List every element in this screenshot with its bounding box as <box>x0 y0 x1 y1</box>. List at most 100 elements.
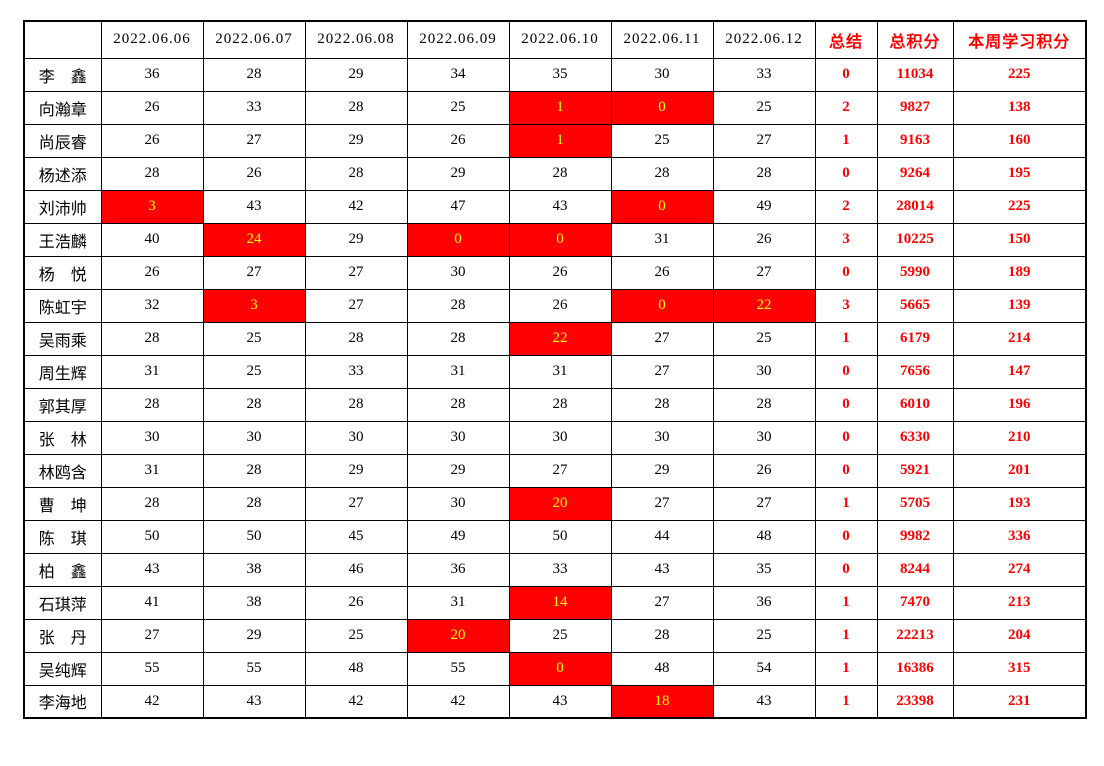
week-points-cell[interactable]: 315 <box>952 651 1087 686</box>
total-points-cell[interactable]: 5921 <box>876 453 954 488</box>
day-cell[interactable]: 27 <box>202 123 306 158</box>
summary-cell[interactable]: 0 <box>814 519 878 554</box>
student-name-cell[interactable]: 陈 琪 <box>23 519 102 554</box>
day-cell[interactable]: 33 <box>712 57 816 92</box>
day-cell[interactable]: 25 <box>712 618 816 653</box>
student-name-cell[interactable]: 柏 鑫 <box>23 552 102 587</box>
day-cell[interactable]: 28 <box>304 321 408 356</box>
student-name-cell[interactable]: 周生辉 <box>23 354 102 389</box>
summary-cell[interactable]: 2 <box>814 90 878 125</box>
day-cell[interactable]: 31 <box>100 354 204 389</box>
date-header-5[interactable]: 2022.06.11 <box>610 20 714 59</box>
day-cell[interactable]: 33 <box>202 90 306 125</box>
day-cell[interactable]: 28 <box>304 156 408 191</box>
total-points-cell[interactable]: 23398 <box>876 684 954 719</box>
day-cell[interactable]: 25 <box>304 618 408 653</box>
day-cell[interactable]: 43 <box>202 684 306 719</box>
summary-cell[interactable]: 1 <box>814 585 878 620</box>
day-cell[interactable]: 26 <box>508 255 612 290</box>
day-cell[interactable]: 55 <box>100 651 204 686</box>
day-cell[interactable]: 38 <box>202 552 306 587</box>
day-cell[interactable]: 30 <box>202 420 306 455</box>
day-cell[interactable]: 26 <box>304 585 408 620</box>
day-cell[interactable]: 30 <box>406 486 510 521</box>
day-cell[interactable]: 20 <box>508 486 612 521</box>
summary-cell[interactable]: 2 <box>814 189 878 224</box>
summary-cell[interactable]: 1 <box>814 321 878 356</box>
day-cell[interactable]: 28 <box>406 288 510 323</box>
day-cell[interactable]: 27 <box>610 585 714 620</box>
day-cell[interactable]: 47 <box>406 189 510 224</box>
date-header-3[interactable]: 2022.06.09 <box>406 20 510 59</box>
day-cell[interactable]: 31 <box>406 354 510 389</box>
day-cell[interactable]: 43 <box>202 189 306 224</box>
day-cell[interactable]: 1 <box>508 90 612 125</box>
day-cell[interactable]: 43 <box>508 684 612 719</box>
summary-cell[interactable]: 1 <box>814 618 878 653</box>
day-cell[interactable]: 28 <box>100 387 204 422</box>
day-cell[interactable]: 27 <box>610 321 714 356</box>
day-cell[interactable]: 32 <box>100 288 204 323</box>
summary-cell[interactable]: 0 <box>814 552 878 587</box>
total-points-cell[interactable]: 5705 <box>876 486 954 521</box>
day-cell[interactable]: 22 <box>712 288 816 323</box>
student-name-cell[interactable]: 石琪萍 <box>23 585 102 620</box>
day-cell[interactable]: 27 <box>304 255 408 290</box>
day-cell[interactable]: 30 <box>100 420 204 455</box>
day-cell[interactable]: 27 <box>202 255 306 290</box>
day-cell[interactable]: 35 <box>508 57 612 92</box>
day-cell[interactable]: 31 <box>406 585 510 620</box>
day-cell[interactable]: 41 <box>100 585 204 620</box>
total-points-cell[interactable]: 9264 <box>876 156 954 191</box>
day-cell[interactable]: 49 <box>712 189 816 224</box>
day-cell[interactable]: 31 <box>610 222 714 257</box>
day-cell[interactable]: 30 <box>406 255 510 290</box>
day-cell[interactable]: 29 <box>304 123 408 158</box>
day-cell[interactable]: 26 <box>202 156 306 191</box>
day-cell[interactable]: 43 <box>508 189 612 224</box>
day-cell[interactable]: 18 <box>610 684 714 719</box>
day-cell[interactable]: 30 <box>406 420 510 455</box>
day-cell[interactable]: 36 <box>712 585 816 620</box>
summary-cell[interactable]: 0 <box>814 354 878 389</box>
summary-cell[interactable]: 0 <box>814 156 878 191</box>
total-points-cell[interactable]: 7470 <box>876 585 954 620</box>
day-cell[interactable]: 22 <box>508 321 612 356</box>
week-points-cell[interactable]: 214 <box>952 321 1087 356</box>
day-cell[interactable]: 28 <box>202 57 306 92</box>
day-cell[interactable]: 34 <box>406 57 510 92</box>
day-cell[interactable]: 27 <box>100 618 204 653</box>
day-cell[interactable]: 30 <box>304 420 408 455</box>
day-cell[interactable]: 44 <box>610 519 714 554</box>
day-cell[interactable]: 40 <box>100 222 204 257</box>
day-cell[interactable]: 27 <box>610 354 714 389</box>
day-cell[interactable]: 26 <box>508 288 612 323</box>
day-cell[interactable]: 26 <box>712 453 816 488</box>
week-points-cell[interactable]: 201 <box>952 453 1087 488</box>
day-cell[interactable]: 48 <box>610 651 714 686</box>
day-cell[interactable]: 33 <box>304 354 408 389</box>
day-cell[interactable]: 20 <box>406 618 510 653</box>
day-cell[interactable]: 36 <box>406 552 510 587</box>
day-cell[interactable]: 50 <box>202 519 306 554</box>
summary-cell[interactable]: 1 <box>814 123 878 158</box>
day-cell[interactable]: 28 <box>610 618 714 653</box>
total-points-cell[interactable]: 5990 <box>876 255 954 290</box>
student-name-cell[interactable]: 李海地 <box>23 684 102 719</box>
day-cell[interactable]: 28 <box>202 453 306 488</box>
student-name-cell[interactable]: 吴雨乘 <box>23 321 102 356</box>
day-cell[interactable]: 27 <box>508 453 612 488</box>
day-cell[interactable]: 28 <box>100 321 204 356</box>
day-cell[interactable]: 27 <box>304 288 408 323</box>
day-cell[interactable]: 28 <box>610 387 714 422</box>
student-name-cell[interactable]: 王浩麟 <box>23 222 102 257</box>
day-cell[interactable]: 48 <box>304 651 408 686</box>
day-cell[interactable]: 14 <box>508 585 612 620</box>
student-name-cell[interactable]: 尚辰睿 <box>23 123 102 158</box>
day-cell[interactable]: 46 <box>304 552 408 587</box>
day-cell[interactable]: 28 <box>100 486 204 521</box>
day-cell[interactable]: 45 <box>304 519 408 554</box>
summary-header[interactable]: 总结 <box>814 20 878 59</box>
week-points-cell[interactable]: 225 <box>952 57 1087 92</box>
day-cell[interactable]: 48 <box>712 519 816 554</box>
